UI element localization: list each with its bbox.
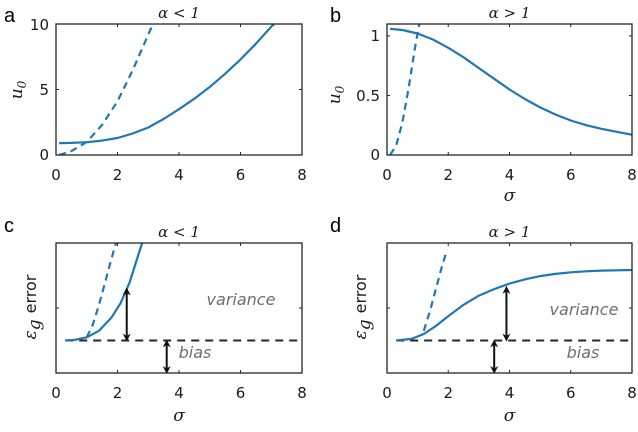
panel-b: b α > 1 0 0.5 1 0 2 4 6 8 σ u0	[325, 4, 637, 206]
panel-c-plot	[55, 242, 303, 374]
xtick-label: 2	[443, 166, 453, 184]
xtick-label: 0	[51, 166, 61, 184]
ylabel-sub: g	[355, 319, 375, 330]
svg-text:u0: u0	[7, 80, 29, 99]
ytick-label: 0	[39, 146, 49, 164]
panel-a-xticks: 0 2 4 6 8	[51, 166, 307, 184]
panel-d-title: α > 1	[489, 223, 531, 241]
xtick-label: 2	[443, 384, 453, 402]
axes-box	[386, 23, 633, 156]
panel-b-xlabel: σ	[504, 186, 516, 206]
ylabel-main: ε	[351, 330, 371, 339]
panel-b-title: α > 1	[489, 4, 531, 22]
svg-text:u0: u0	[325, 85, 347, 104]
variance-label: variance	[207, 290, 276, 309]
panel-d-xticks: 0 2 4 6 8	[382, 384, 637, 402]
xtick-label: 8	[297, 166, 307, 184]
ylabel-error: error	[351, 274, 370, 313]
panel-label-b: b	[330, 5, 341, 27]
panel-label-c: c	[4, 215, 14, 237]
ytick-label: 1	[370, 27, 380, 45]
xtick-label: 2	[113, 384, 123, 402]
panel-label-a: a	[4, 5, 16, 27]
axes-box	[55, 23, 303, 156]
dashed-curve	[389, 24, 421, 155]
ylabel-main: u	[7, 88, 27, 99]
panel-b-plot	[386, 23, 633, 156]
panel-label-d: d	[330, 215, 341, 237]
dashed-curve	[422, 250, 448, 332]
ylabel-error: error	[21, 274, 40, 313]
panel-b-yticks: 0 0.5 1	[356, 27, 380, 164]
ytick-label: 0.5	[356, 87, 380, 105]
panel-c-xlabel: σ	[173, 406, 185, 426]
xtick-label: 6	[236, 384, 246, 402]
axes-box	[386, 242, 633, 374]
panel-d: d α > 1 0 2 4 6 8 σ εg error variance bia…	[330, 215, 637, 426]
ylabel-sub: 0	[333, 85, 347, 93]
ylabel-sub: g	[25, 319, 45, 330]
xtick-label: 8	[297, 384, 307, 402]
panel-d-xlabel: σ	[504, 406, 516, 426]
panel-b-ylabel: u0	[325, 85, 347, 104]
xtick-label: 0	[382, 166, 392, 184]
panel-a-plot	[55, 23, 303, 156]
xtick-label: 6	[566, 384, 576, 402]
panel-c-ylabel: εg error	[21, 274, 45, 339]
xtick-label: 6	[566, 166, 576, 184]
solid-curve	[389, 27, 632, 136]
dashed-curve	[85, 243, 118, 338]
bias-label: bias	[179, 343, 212, 362]
ylabel-main: ε	[21, 330, 41, 339]
xtick-label: 8	[627, 384, 637, 402]
ylabel-sub: 0	[15, 80, 29, 88]
panel-d-plot	[386, 242, 633, 374]
dashed-curve	[58, 24, 154, 155]
variance-label: variance	[550, 300, 619, 319]
xtick-label: 8	[627, 166, 637, 184]
xtick-label: 0	[382, 384, 392, 402]
panel-c-xticks: 0 2 4 6 8	[51, 384, 307, 402]
ytick-label: 0	[370, 146, 380, 164]
xtick-label: 2	[113, 166, 123, 184]
solid-curve	[396, 268, 632, 342]
xtick-label: 0	[51, 384, 61, 402]
panel-c: c α < 1 0 2 4 6 8 σ εg error variance bia…	[4, 215, 307, 426]
solid-curve	[59, 24, 276, 145]
bias-label: bias	[567, 343, 600, 362]
solid-curve	[65, 243, 144, 342]
xtick-label: 6	[236, 166, 246, 184]
panel-d-ylabel: εg error	[351, 274, 375, 339]
xtick-label: 4	[174, 166, 184, 184]
ytick-label: 10	[30, 16, 49, 34]
panel-c-title: α < 1	[158, 223, 200, 241]
ylabel-main: u	[325, 93, 345, 104]
xtick-label: 4	[174, 384, 184, 402]
panel-a: a α < 1 0 5 10 0 2 4 6 8 u0	[4, 4, 307, 184]
panel-a-yticks: 0 5 10	[30, 16, 49, 164]
svg-text:εgerror: εg error	[351, 274, 375, 339]
axes-box	[55, 242, 303, 374]
panel-b-xticks: 0 2 4 6 8	[382, 166, 637, 184]
panel-a-ylabel: u0	[7, 80, 29, 99]
ytick-label: 5	[39, 81, 49, 99]
svg-text:εgerror: εg error	[21, 274, 45, 339]
xtick-label: 4	[505, 166, 515, 184]
xtick-label: 4	[505, 384, 515, 402]
panel-a-title: α < 1	[158, 4, 200, 22]
